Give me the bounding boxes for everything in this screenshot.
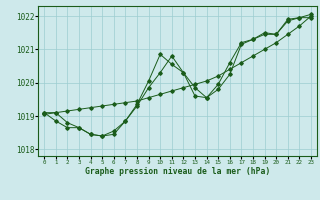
X-axis label: Graphe pression niveau de la mer (hPa): Graphe pression niveau de la mer (hPa) xyxy=(85,167,270,176)
